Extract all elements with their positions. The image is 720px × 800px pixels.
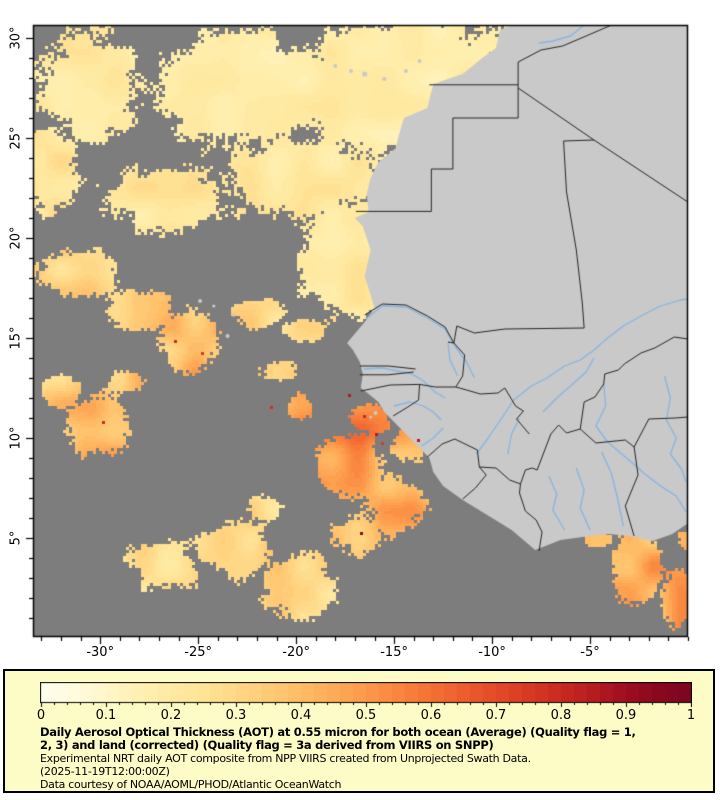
lon-tick-label: -30° bbox=[86, 645, 115, 660]
colorbar-tick-label: 1 bbox=[686, 708, 696, 723]
lon-tick-label: -20° bbox=[282, 645, 310, 660]
lat-tick-label: 20° bbox=[8, 226, 24, 250]
colorbar-tick-label: 0.5 bbox=[355, 708, 377, 723]
caption-title-line-2: 2, 3) and land (corrected) (Quality flag… bbox=[40, 738, 494, 752]
colorbar-tick-label: 0.3 bbox=[225, 708, 247, 723]
lat-tick-label: 10° bbox=[8, 426, 24, 450]
lon-tick-label: -15° bbox=[380, 645, 408, 660]
colorbar-tick-label: 0 bbox=[36, 708, 46, 723]
caption-title-line-1: Daily Aerosol Optical Thickness (AOT) at… bbox=[40, 725, 636, 739]
colorbar-tick-label: 0.4 bbox=[290, 708, 312, 723]
map-canvas bbox=[0, 0, 720, 666]
lon-tick-label: -10° bbox=[478, 645, 506, 660]
lat-tick-label: 15° bbox=[8, 326, 24, 350]
lat-tick-label: 30° bbox=[8, 26, 24, 50]
colorbar-tick-label: 0.1 bbox=[95, 708, 117, 723]
caption-subtitle: Experimental NRT daily AOT composite fro… bbox=[40, 752, 531, 765]
colorbar bbox=[40, 682, 692, 708]
colorbar-tick-label: 0.6 bbox=[420, 708, 442, 723]
lat-tick-label: 5° bbox=[8, 530, 24, 546]
colorbar-tick-label: 0.2 bbox=[160, 708, 182, 723]
colorbar-tick-label: 0.7 bbox=[485, 708, 507, 723]
caption-block: Daily Aerosol Optical Thickness (AOT) at… bbox=[40, 725, 700, 792]
colorbar-tick-label: 0.8 bbox=[550, 708, 572, 723]
lon-tick-label: -25° bbox=[184, 645, 213, 660]
lon-tick-label: -5° bbox=[580, 645, 600, 660]
caption-credit: Data courtesy of NOAA/AOML/PHOD/Atlantic… bbox=[40, 778, 342, 791]
legend-panel: 0 0.1 0.2 0.3 0.4 0.5 0.6 0.7 0.8 0.9 1 Daily Aero… bbox=[3, 669, 715, 793]
colorbar-tick-label: 0.9 bbox=[615, 708, 637, 723]
lat-tick-label: 25° bbox=[8, 126, 24, 150]
caption-timestamp: (2025-11-19T12:00:00Z) bbox=[40, 765, 170, 778]
